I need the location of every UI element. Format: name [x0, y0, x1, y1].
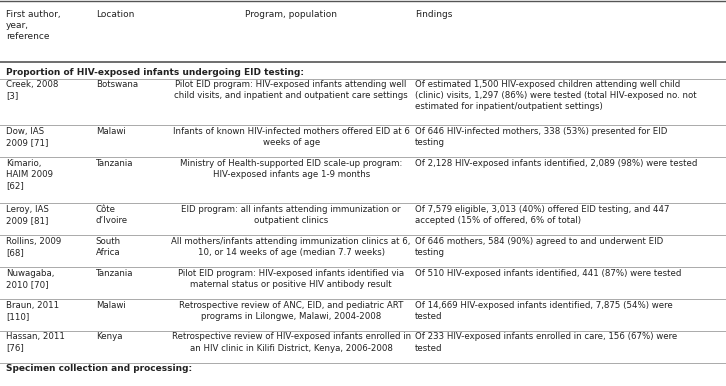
Text: Kenya: Kenya	[96, 332, 123, 342]
Text: Hassan, 2011
[76]: Hassan, 2011 [76]	[6, 332, 65, 352]
Text: Of 14,669 HIV-exposed infants identified, 7,875 (54%) were
tested: Of 14,669 HIV-exposed infants identified…	[415, 301, 673, 321]
Text: Proportion of HIV-exposed infants undergoing EID testing:: Proportion of HIV-exposed infants underg…	[6, 68, 303, 77]
Text: EID program: all infants attending immunization or
outpatient clinics: EID program: all infants attending immun…	[182, 205, 401, 225]
Text: South
Africa: South Africa	[96, 237, 121, 257]
Text: Rollins, 2009
[68]: Rollins, 2009 [68]	[6, 237, 61, 257]
Text: Of 646 HIV-infected mothers, 338 (53%) presented for EID
testing: Of 646 HIV-infected mothers, 338 (53%) p…	[415, 127, 668, 147]
Text: Of 510 HIV-exposed infants identified, 441 (87%) were tested: Of 510 HIV-exposed infants identified, 4…	[415, 269, 682, 278]
Text: Of 233 HIV-exposed infants enrolled in care, 156 (67%) were
tested: Of 233 HIV-exposed infants enrolled in c…	[415, 332, 677, 352]
Text: Côte
d’Ivoire: Côte d’Ivoire	[96, 205, 128, 225]
Text: Leroy, IAS
2009 [81]: Leroy, IAS 2009 [81]	[6, 205, 49, 225]
Text: Creek, 2008
[3]: Creek, 2008 [3]	[6, 80, 58, 100]
Text: Tanzania: Tanzania	[96, 269, 134, 278]
Text: Kimario,
HAIM 2009
[62]: Kimario, HAIM 2009 [62]	[6, 159, 53, 190]
Text: Tanzania: Tanzania	[96, 159, 134, 168]
Text: Botswana: Botswana	[96, 80, 138, 89]
Text: Retrospective review of ANC, EID, and pediatric ART
programs in Lilongwe, Malawi: Retrospective review of ANC, EID, and pe…	[179, 301, 404, 321]
Text: Of 646 mothers, 584 (90%) agreed to and underwent EID
testing: Of 646 mothers, 584 (90%) agreed to and …	[415, 237, 664, 257]
Text: Of 2,128 HIV-exposed infants identified, 2,089 (98%) were tested: Of 2,128 HIV-exposed infants identified,…	[415, 159, 698, 168]
Text: Location: Location	[96, 10, 134, 19]
Text: Of 7,579 eligible, 3,013 (40%) offered EID testing, and 447
accepted (15% of off: Of 7,579 eligible, 3,013 (40%) offered E…	[415, 205, 670, 225]
Text: Malawi: Malawi	[96, 301, 126, 310]
Text: Specimen collection and processing:: Specimen collection and processing:	[6, 364, 192, 373]
Text: All mothers/infants attending immunization clinics at 6,
10, or 14 weeks of age : All mothers/infants attending immunizati…	[171, 237, 411, 257]
Text: Malawi: Malawi	[96, 127, 126, 135]
Text: Braun, 2011
[110]: Braun, 2011 [110]	[6, 301, 59, 321]
Text: First author,
year,
reference: First author, year, reference	[6, 10, 60, 41]
Text: Retrospective review of HIV-exposed infants enrolled in
an HIV clinic in Kilifi : Retrospective review of HIV-exposed infa…	[171, 332, 411, 352]
Text: Infants of known HIV-infected mothers offered EID at 6
weeks of age: Infants of known HIV-infected mothers of…	[173, 127, 409, 147]
Text: Pilot EID program: HIV-exposed infants identified via
maternal status or positiv: Pilot EID program: HIV-exposed infants i…	[178, 269, 404, 289]
Text: Dow, IAS
2009 [71]: Dow, IAS 2009 [71]	[6, 127, 48, 147]
Text: Nuwagaba,
2010 [70]: Nuwagaba, 2010 [70]	[6, 269, 54, 289]
Text: Pilot EID program: HIV-exposed infants attending well
child visits, and inpatien: Pilot EID program: HIV-exposed infants a…	[174, 80, 408, 100]
Text: Program, population: Program, population	[245, 10, 337, 19]
Text: Ministry of Health-supported EID scale-up program:
HIV-exposed infants age 1-9 m: Ministry of Health-supported EID scale-u…	[180, 159, 402, 179]
Text: Of estimated 1,500 HIV-exposed children attending well child
(clinic) visits, 1,: Of estimated 1,500 HIV-exposed children …	[415, 80, 697, 112]
Text: Findings: Findings	[415, 10, 452, 19]
